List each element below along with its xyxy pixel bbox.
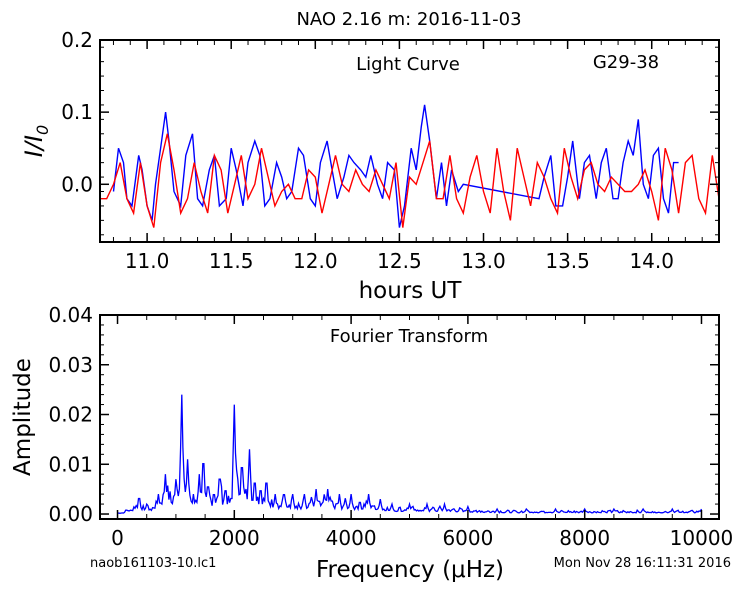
fourier-panel: 0 2000 4000 6000 8000 10000 0.00 0.01 0.02 0.03 0.… [10,303,733,583]
x-tick-label: 0 [111,526,124,550]
x-tick-label: 12.5 [377,249,422,273]
y-tick-label: 0.01 [48,452,93,476]
x-tick-label: 4000 [326,526,377,550]
x-tick-label: 13.5 [545,249,590,273]
y-tick-label: 0.0 [61,172,93,196]
fourier-line [117,394,703,515]
object-label: G29-38 [593,52,659,73]
x-tick-label: 6000 [442,526,493,550]
light-curve-xlabel: hours UT [359,278,463,304]
fourier-ylabel: Amplitude [10,358,36,476]
y-tick-label: 0.00 [48,502,93,526]
fourier-title: Fourier Transform [330,326,488,347]
x-tick-label: 11.0 [125,249,170,273]
light-curve-title: Light Curve [356,54,460,75]
x-tick-label: 8000 [559,526,610,550]
light-curve-panel: 11.0 11.5 12.0 12.5 13.0 13.5 14.0 0.0 0.1 0.2 Li… [20,28,720,304]
light-curve-data-line [112,104,679,228]
x-tick-label: 11.5 [209,249,254,273]
x-tick-label: 12.0 [293,249,338,273]
timestamp-label: Mon Nov 28 16:11:31 2016 [554,556,731,571]
light-curve-model-line [100,133,720,228]
fourier-xlabel: Frequency (μHz) [316,557,504,583]
figure-title: NAO 2.16 m: 2016-11-03 [296,9,521,30]
y-tick-label: 0.1 [61,100,93,124]
file-label: naob161103-10.lc1 [90,556,216,571]
y-tick-label: 0.2 [61,28,93,52]
x-tick-label: 13.0 [461,249,506,273]
y-tick-label: 0.04 [48,303,93,327]
y-tick-label: 0.03 [48,353,93,377]
x-tick-label: 14.0 [629,249,674,273]
x-tick-label: 10000 [670,526,734,550]
x-tick-label: 2000 [209,526,260,550]
light-curve-frame [99,39,720,243]
y-tick-label: 0.02 [48,403,93,427]
light-curve-ylabel: I/I0 [20,125,52,157]
